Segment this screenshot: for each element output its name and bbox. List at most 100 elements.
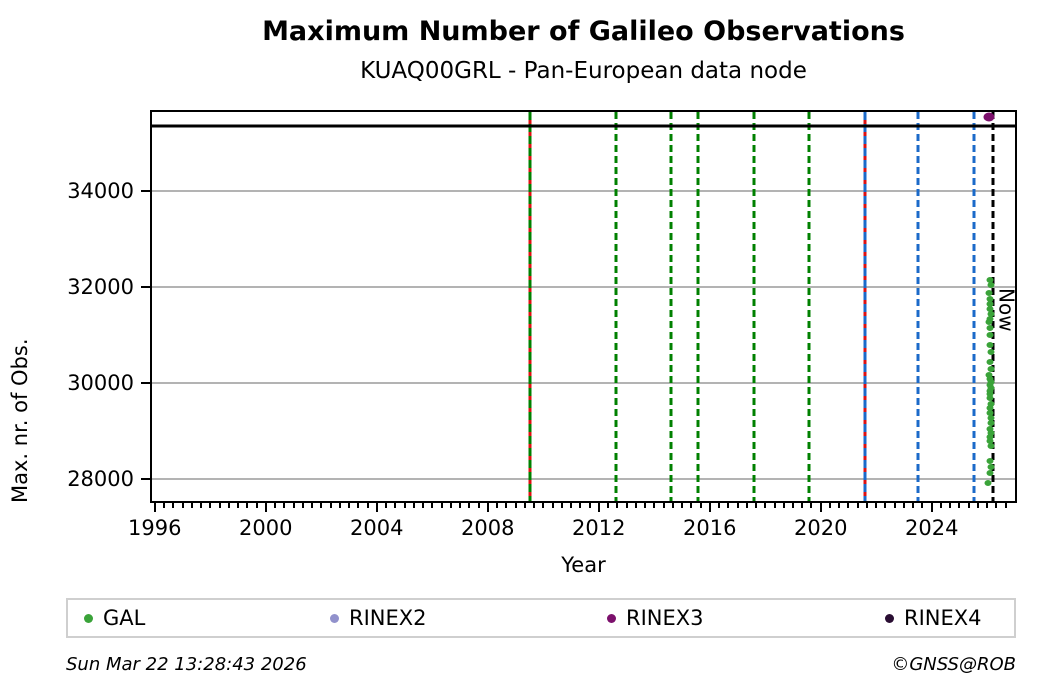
- gal-point: [987, 281, 995, 288]
- now-line: [991, 112, 995, 501]
- y-tick-label: 34000: [67, 178, 134, 203]
- page-title: Maximum Number of Galileo Observations: [262, 16, 905, 47]
- gal-point: [986, 404, 994, 411]
- x-minor-tick: [218, 503, 221, 508]
- y-gridline: [152, 285, 1015, 288]
- x-major-tick: [264, 503, 267, 512]
- x-tick-label: 2004: [350, 516, 404, 540]
- x-minor-tick: [736, 503, 739, 508]
- x-minor-tick: [338, 503, 341, 508]
- x-minor-tick: [986, 503, 989, 508]
- x-minor-tick: [745, 503, 748, 508]
- x-minor-tick: [505, 503, 508, 508]
- gal-point: [986, 457, 994, 464]
- footer-timestamp: Sun Mar 22 13:28:43 2026: [66, 654, 307, 675]
- legend-item-rinex3: RINEX3: [607, 600, 704, 636]
- event-line-blue-red: [863, 112, 867, 501]
- x-minor-tick: [190, 503, 193, 508]
- x-minor-tick: [459, 503, 461, 508]
- x-minor-tick: [1004, 503, 1007, 508]
- x-minor-tick: [828, 503, 831, 508]
- x-minor-tick: [625, 503, 628, 508]
- x-minor-tick: [875, 503, 878, 508]
- gal-point: [986, 359, 994, 366]
- gal-point: [986, 315, 994, 322]
- x-minor-tick: [477, 503, 480, 508]
- x-minor-tick: [671, 503, 674, 508]
- x-minor-tick: [237, 503, 240, 508]
- gal-point: [986, 306, 994, 313]
- legend-item-rinex4: RINEX4: [885, 600, 982, 636]
- gal-point: [986, 375, 994, 382]
- x-minor-tick: [644, 503, 646, 508]
- y-tick-label: 32000: [67, 274, 134, 299]
- gal-point: [985, 318, 993, 325]
- page-subtitle: KUAQ00GRL - Pan-European data node: [360, 58, 807, 84]
- x-minor-tick: [764, 503, 767, 508]
- x-minor-tick: [551, 503, 554, 508]
- now-line-label: Now: [994, 287, 1019, 332]
- legend-item-gal: GAL: [84, 600, 145, 636]
- x-minor-tick: [181, 503, 184, 508]
- x-minor-tick: [523, 503, 526, 508]
- x-minor-tick: [579, 503, 582, 508]
- gal-point: [985, 290, 993, 297]
- gal-point: [986, 276, 994, 283]
- gal-point: [987, 419, 995, 426]
- x-minor-tick: [810, 503, 813, 508]
- x-minor-tick: [727, 503, 730, 508]
- x-minor-tick: [893, 503, 896, 508]
- gal-point: [987, 429, 995, 436]
- gal-point: [987, 442, 995, 449]
- gal-point: [985, 372, 993, 379]
- x-minor-tick: [542, 503, 545, 508]
- x-minor-tick: [274, 503, 277, 508]
- x-major-tick: [819, 503, 822, 512]
- x-minor-tick: [865, 503, 868, 508]
- x-minor-tick: [782, 503, 785, 508]
- x-minor-tick: [366, 503, 369, 508]
- x-minor-tick: [292, 503, 295, 508]
- x-major-tick: [708, 503, 711, 512]
- x-minor-tick: [533, 503, 535, 508]
- x-minor-tick: [847, 503, 850, 508]
- x-minor-tick: [255, 503, 258, 508]
- x-axis-label: Year: [561, 553, 606, 577]
- y-tick-label: 28000: [67, 466, 134, 491]
- event-line-blue: [916, 112, 920, 501]
- y-tick-label: 30000: [67, 370, 134, 395]
- x-minor-tick: [949, 503, 952, 508]
- x-minor-tick: [348, 503, 351, 508]
- legend-label-rinex2: RINEX2: [349, 606, 427, 630]
- x-minor-tick: [422, 503, 424, 508]
- event-line-green-red: [528, 112, 532, 501]
- x-minor-tick: [995, 503, 998, 508]
- x-minor-tick: [412, 503, 415, 508]
- legend-dot-rinex2-icon: [330, 613, 339, 623]
- gal-point: [987, 365, 995, 372]
- legend-label-gal: GAL: [103, 606, 146, 630]
- event-line-blue: [972, 112, 976, 501]
- gal-point: [986, 342, 994, 349]
- x-minor-tick: [921, 503, 924, 508]
- gal-point: [986, 409, 994, 416]
- x-minor-tick: [653, 503, 656, 508]
- legend-dot-gal-icon: [84, 613, 93, 623]
- y-major-tick: [141, 285, 150, 288]
- legend-item-rinex2: RINEX2: [330, 600, 427, 636]
- x-minor-tick: [967, 503, 970, 508]
- x-minor-tick: [976, 503, 979, 508]
- gal-point: [986, 470, 994, 477]
- x-tick-label: 2016: [683, 516, 737, 540]
- gal-point: [986, 331, 994, 338]
- x-major-tick: [153, 503, 156, 512]
- x-minor-tick: [496, 503, 498, 508]
- x-minor-tick: [838, 503, 841, 508]
- x-tick-label: 2008: [461, 516, 515, 540]
- y-gridline: [152, 477, 1015, 480]
- event-line-green: [807, 112, 811, 501]
- rinex3-point: [983, 112, 995, 122]
- x-minor-tick: [560, 503, 563, 508]
- x-minor-tick: [394, 503, 397, 508]
- y-major-tick: [141, 477, 150, 480]
